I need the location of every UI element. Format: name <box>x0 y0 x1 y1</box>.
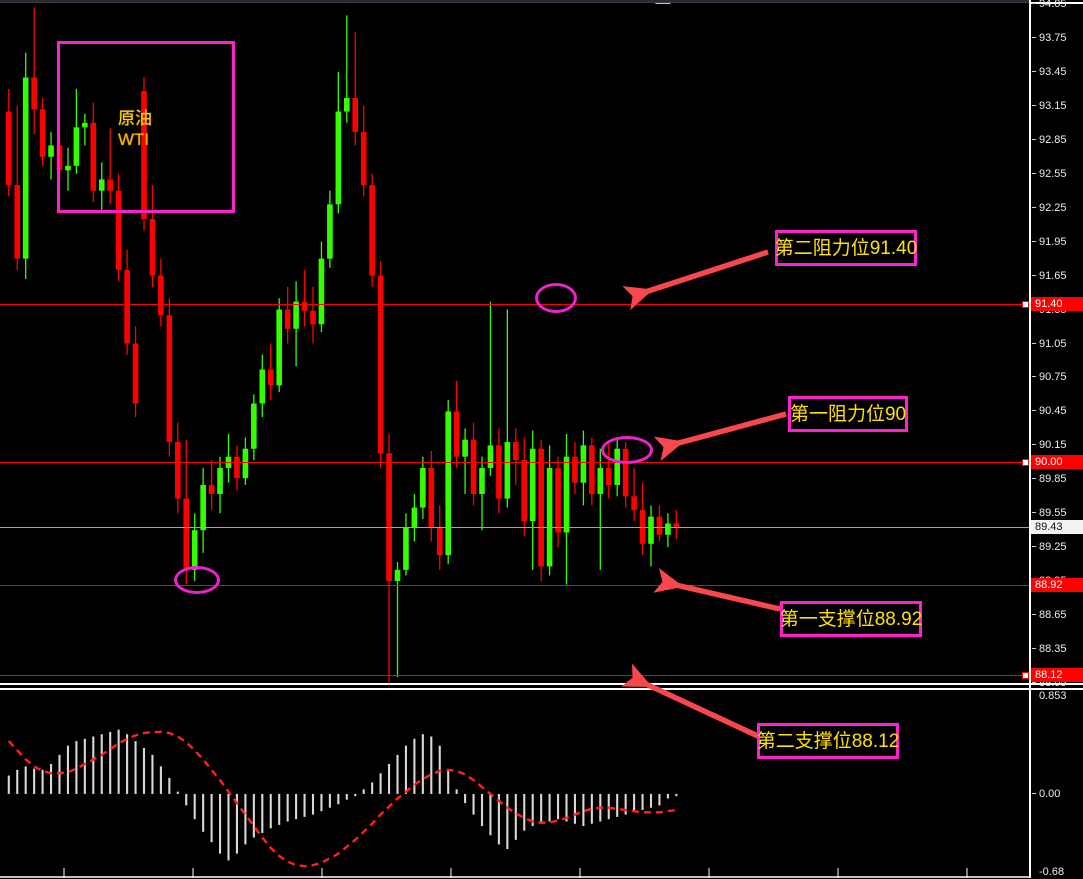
callout-resistance1: 第一阻力位90 <box>788 396 908 432</box>
price-chart-panel[interactable] <box>0 4 1029 683</box>
axis-tick: 92.85 <box>1031 134 1083 147</box>
axis-tick: 90.75 <box>1031 371 1083 384</box>
axis-tick: 89.85 <box>1031 473 1083 486</box>
window-top-bar <box>0 0 1083 2</box>
axis-tick: 89.25 <box>1031 541 1083 554</box>
axis-tick: 94.05 <box>1031 0 1083 11</box>
callout-resistance2: 第二阻力位91.40 <box>775 230 917 266</box>
level-line-88.92[interactable] <box>0 585 1029 586</box>
axis-tick: 91.95 <box>1031 236 1083 249</box>
callout-support2: 第二支撑位88.12 <box>757 723 899 759</box>
highlight-ellipse-support <box>174 566 220 594</box>
macd-series <box>0 729 1029 878</box>
symbol-label: 原油 WTI <box>118 108 152 150</box>
axis-tick: 90.45 <box>1031 405 1083 418</box>
symbol-label-line1: 原油 <box>118 109 152 128</box>
axis-tick: 89.55 <box>1031 507 1083 520</box>
symbol-highlight-box <box>57 41 235 213</box>
panel-divider-bottom <box>0 688 1083 690</box>
level-handle-91.40[interactable] <box>1022 301 1029 308</box>
macd-indicator-panel[interactable] <box>0 690 1029 878</box>
price-tag-90.00[interactable]: 90.00 <box>1031 455 1083 469</box>
price-axis[interactable]: 94.05 93.75 93.45 93.15 92.85 92.55 92.25 91.95… <box>1029 0 1083 878</box>
axis-divider-top <box>1031 683 1083 685</box>
axis-tick: 93.15 <box>1031 100 1083 113</box>
level-handle-88.12[interactable] <box>1022 672 1029 679</box>
panel-divider-top <box>0 683 1083 685</box>
macd-axis-tick: 0.00 <box>1031 788 1083 801</box>
symbol-label-line2: WTI <box>118 130 150 149</box>
level-line-88.12[interactable] <box>0 675 1029 676</box>
macd-axis-tick: -0.68 <box>1039 866 1065 878</box>
axis-tick: 88.65 <box>1031 609 1083 622</box>
highlight-ellipse-resistance1 <box>601 436 653 464</box>
axis-tick: 92.55 <box>1031 168 1083 181</box>
axis-tick: 92.25 <box>1031 202 1083 215</box>
candlestick-series <box>6 7 680 683</box>
axis-divider-bottom <box>1031 688 1083 690</box>
level-handle-90.00[interactable] <box>1022 459 1029 466</box>
price-tag-89.43[interactable]: 89.43 <box>1031 520 1083 534</box>
chart-top-edge <box>0 2 1029 3</box>
axis-tick: 93.75 <box>1031 32 1083 45</box>
axis-tick: 88.35 <box>1031 643 1083 656</box>
axis-tick: 91.05 <box>1031 338 1083 351</box>
axis-top-border <box>1031 2 1083 4</box>
axis-tick: 93.45 <box>1031 66 1083 79</box>
level-line-90.00[interactable] <box>0 462 1029 463</box>
price-tag-88.92[interactable]: 88.92 <box>1031 578 1083 592</box>
price-tag-88.12[interactable]: 88.12 <box>1031 668 1083 682</box>
callout-support1: 第一支撑位88.92 <box>780 601 922 637</box>
level-line-89.43[interactable] <box>0 527 1029 528</box>
level-line-91.40[interactable] <box>0 304 1029 305</box>
price-tag-91.40[interactable]: 91.40 <box>1031 297 1083 311</box>
macd-axis-tick: 0.853 <box>1039 690 1067 702</box>
highlight-ellipse-resistance2 <box>535 283 577 313</box>
axis-tick: 90.15 <box>1031 439 1083 452</box>
axis-tick: 91.65 <box>1031 270 1083 283</box>
